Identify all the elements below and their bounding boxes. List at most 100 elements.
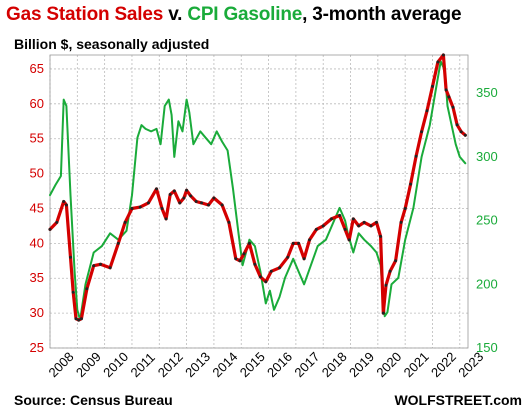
x-tick-label: 2014 (209, 349, 240, 380)
y-right-tick-label: 250 (476, 213, 498, 228)
x-tick-label: 2012 (155, 349, 186, 380)
y-left-tick-label: 40 (30, 235, 44, 250)
sales-data-point (343, 227, 347, 231)
sales-data-point (357, 224, 361, 228)
sales-data-point (269, 269, 273, 273)
sales-data-point (286, 255, 290, 259)
y-left-tick-label: 25 (30, 340, 44, 355)
sales-data-point (172, 189, 176, 193)
sales-data-point (455, 123, 459, 127)
sales-data-point (264, 280, 268, 284)
sales-data-point (409, 182, 413, 186)
sales-data-point (155, 187, 158, 191)
sales-data-point (242, 252, 246, 256)
sales-data-point (227, 220, 231, 224)
sales-data-point (463, 133, 467, 137)
y-left-tick-label: 65 (30, 61, 44, 76)
sales-data-point (200, 201, 204, 205)
sales-data-point (220, 203, 224, 207)
x-tick-label: 2015 (237, 349, 268, 380)
y-right-tick-label: 300 (476, 149, 498, 164)
series-line-cpi-gasoline (49, 60, 467, 321)
sales-data-point (48, 227, 52, 231)
x-tick-label: 2019 (346, 349, 377, 380)
sales-data-point (351, 217, 355, 221)
sales-data-point (146, 201, 150, 205)
sales-data-point (414, 154, 418, 158)
y-left-tick-label: 55 (30, 131, 44, 146)
sales-data-point (441, 53, 445, 57)
sales-data-point (74, 317, 78, 321)
x-tick-label: 2013 (182, 349, 213, 380)
sales-data-point (138, 205, 142, 209)
sales-data-point (302, 257, 306, 261)
sales-data-point (168, 193, 172, 196)
sales-data-point (425, 109, 429, 113)
sales-data-point (399, 220, 403, 224)
sales-data-point (71, 290, 75, 294)
x-tick-label: 2009 (73, 349, 104, 380)
sales-data-point (394, 259, 398, 263)
sales-data-point (362, 220, 366, 224)
sales-data-point (297, 241, 301, 245)
sales-data-point (447, 95, 451, 99)
series-layer (48, 53, 467, 322)
sales-data-point (69, 255, 72, 259)
sales-data-point (85, 287, 89, 291)
sales-data-point (381, 311, 385, 315)
sales-data-point (375, 220, 378, 224)
y-left-tick-label: 60 (30, 96, 44, 111)
series-line-gas-station-sales (48, 53, 467, 322)
title-sales-label: Gas Station Sales (6, 4, 164, 25)
sales-data-point (247, 241, 251, 245)
sales-data-point (108, 266, 112, 270)
sales-data-point (92, 264, 96, 268)
sales-data-point (55, 220, 59, 224)
sales-data-point (420, 130, 424, 134)
y-right-tick-label: 200 (476, 276, 498, 291)
title-cpi-label: CPI Gasoline (187, 4, 303, 25)
sales-data-point (99, 262, 102, 266)
x-tick-label: 2021 (401, 349, 432, 380)
sales-data-point (329, 217, 333, 221)
x-tick-label: 2011 (127, 350, 157, 380)
x-tick-label: 2018 (319, 349, 350, 380)
sales-data-point (291, 241, 295, 245)
sales-data-point (130, 207, 134, 210)
y-right-tick-label: 150 (476, 340, 498, 355)
title-versus: v. (163, 4, 188, 25)
sales-data-point (436, 60, 440, 64)
title-suffix: , 3-month average (302, 4, 462, 25)
x-tick-label: 2010 (100, 349, 131, 380)
sales-data-point (369, 224, 373, 228)
sales-data-point (178, 201, 182, 205)
sales-data-point (212, 196, 216, 200)
chart-subtitle: Billion $, seasonally adjusted (14, 36, 210, 52)
sales-data-point (62, 200, 66, 203)
sales-data-point (189, 194, 193, 198)
sales-data-point (431, 84, 434, 88)
sales-data-point (258, 275, 262, 279)
sales-data-point (253, 262, 257, 266)
sales-data-point (308, 238, 311, 242)
sales-data-point (160, 207, 164, 210)
sales-data-point (384, 283, 388, 287)
sales-data-point (77, 318, 81, 322)
brand-logo-text: WOLFSTREET.com (394, 392, 522, 408)
y-left-tick-label: 50 (30, 166, 44, 181)
sales-data-point (347, 238, 351, 242)
sales-data-point (194, 200, 198, 203)
sales-data-point (185, 188, 189, 192)
sales-data-point (64, 203, 68, 207)
sales-data-point (164, 217, 168, 221)
x-tick-label: 2017 (291, 349, 322, 380)
sales-data-point (182, 196, 186, 200)
source-note: Source: Census Bureau (14, 392, 173, 408)
x-tick-label: 2016 (264, 349, 295, 380)
y-left-tick-label: 35 (30, 270, 44, 285)
x-tick-label: 2022 (428, 349, 459, 380)
sales-data-point (379, 234, 383, 238)
sales-data-point (321, 224, 325, 228)
sales-data-point (388, 269, 392, 273)
x-tick-label: 2008 (46, 349, 77, 380)
